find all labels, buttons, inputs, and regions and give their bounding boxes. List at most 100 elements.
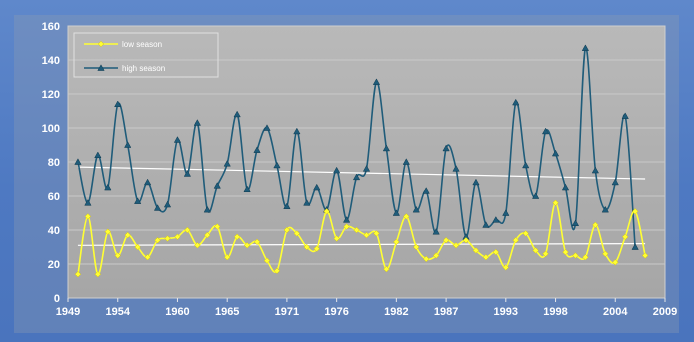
series-high-season bbox=[74, 44, 639, 250]
data-point-low-season bbox=[204, 231, 211, 239]
data-point-high-season bbox=[213, 182, 221, 189]
data-point-low-season bbox=[622, 233, 629, 240]
data-point-high-season bbox=[382, 144, 391, 152]
data-point-high-season bbox=[432, 227, 440, 235]
x-tick-label: 1976 bbox=[324, 306, 348, 318]
legend-label-low-season: low season bbox=[122, 40, 162, 49]
data-point-high-season bbox=[581, 44, 590, 51]
y-tick-label: 140 bbox=[42, 55, 60, 67]
data-point-high-season bbox=[442, 144, 450, 152]
x-tick-label: 1954 bbox=[106, 306, 131, 318]
data-point-low-season bbox=[552, 199, 559, 206]
data-point-low-season bbox=[572, 252, 579, 259]
data-point-high-season bbox=[163, 200, 172, 208]
legend-marker-high-season bbox=[97, 64, 105, 71]
data-point-low-season bbox=[114, 252, 121, 259]
data-point-low-season bbox=[194, 242, 201, 249]
data-point-high-season bbox=[303, 199, 311, 206]
data-point-low-season bbox=[323, 208, 330, 215]
x-axis-tick-labels: 1949 1954 1960 1965 1971 1976 1982 1987 1993 1998… bbox=[56, 298, 677, 318]
data-point-low-season bbox=[144, 254, 151, 261]
data-point-high-season bbox=[94, 151, 102, 159]
data-point-low-season bbox=[423, 255, 430, 263]
data-point-high-season bbox=[541, 127, 550, 135]
x-tick-label: 2009 bbox=[653, 306, 677, 318]
data-point-low-season bbox=[592, 221, 599, 229]
data-point-high-season bbox=[591, 166, 599, 174]
data-point-high-season bbox=[522, 161, 530, 169]
data-point-low-season bbox=[283, 226, 291, 234]
data-point-low-season bbox=[233, 233, 241, 240]
series-line-low-season bbox=[77, 201, 646, 276]
y-tick-label: 160 bbox=[42, 21, 60, 33]
data-point-low-season bbox=[462, 237, 470, 244]
data-point-low-season bbox=[373, 230, 380, 237]
data-point-high-season bbox=[551, 149, 560, 157]
y-tick-label: 0 bbox=[54, 293, 60, 305]
data-point-low-season bbox=[253, 238, 261, 246]
x-tick-label: 1965 bbox=[215, 306, 239, 318]
x-tick-label: 1971 bbox=[275, 306, 299, 318]
data-point-high-season bbox=[472, 178, 480, 186]
data-point-high-season bbox=[631, 243, 639, 250]
data-point-low-season bbox=[413, 243, 420, 251]
x-tick-label: 1949 bbox=[56, 306, 80, 318]
data-point-low-season bbox=[562, 248, 569, 256]
data-point-high-season bbox=[243, 185, 251, 193]
data-point-low-season bbox=[393, 238, 400, 246]
trendline-low-season bbox=[77, 243, 646, 246]
data-point-high-season bbox=[183, 170, 192, 177]
data-point-low-season bbox=[353, 226, 360, 234]
data-point-high-season bbox=[362, 165, 371, 172]
data-point-high-season bbox=[263, 124, 271, 131]
data-point-low-season bbox=[84, 213, 92, 220]
y-tick-label: 100 bbox=[42, 123, 60, 135]
data-point-high-season bbox=[74, 158, 82, 165]
data-point-high-season bbox=[173, 136, 182, 143]
data-point-high-season bbox=[313, 183, 321, 191]
y-tick-label: 80 bbox=[48, 157, 60, 169]
legend-marker bbox=[97, 40, 105, 48]
x-tick-label: 2004 bbox=[603, 306, 628, 318]
data-point-high-season bbox=[293, 127, 301, 135]
data-point-low-season bbox=[174, 233, 181, 240]
series-low-season bbox=[74, 199, 649, 278]
data-point-low-season bbox=[224, 254, 231, 261]
data-point-high-season bbox=[482, 221, 490, 228]
gridlines bbox=[68, 59, 665, 265]
data-point-high-season bbox=[571, 219, 580, 227]
data-point-low-season bbox=[432, 252, 440, 259]
data-point-low-season bbox=[452, 242, 460, 249]
x-tick-label: 1987 bbox=[434, 306, 458, 318]
data-point-low-season bbox=[512, 237, 519, 244]
data-point-low-season bbox=[522, 230, 529, 237]
legend-box bbox=[73, 32, 219, 78]
data-point-high-season bbox=[84, 199, 92, 206]
data-point-high-season bbox=[253, 146, 261, 153]
data-point-high-season bbox=[611, 178, 619, 186]
data-point-low-season bbox=[482, 254, 490, 261]
y-tick-label: 20 bbox=[48, 259, 60, 271]
data-point-low-season bbox=[124, 231, 131, 239]
data-point-low-season bbox=[104, 228, 111, 235]
data-point-high-season bbox=[601, 205, 609, 213]
data-point-high-season bbox=[392, 209, 400, 216]
x-tick-label: 1998 bbox=[543, 306, 567, 318]
data-point-low-season bbox=[154, 237, 161, 244]
y-tick-label: 40 bbox=[48, 225, 60, 237]
data-point-high-season bbox=[223, 159, 231, 167]
data-point-high-season bbox=[352, 173, 361, 181]
x-tick-label: 1960 bbox=[165, 306, 189, 318]
data-point-high-season bbox=[492, 216, 500, 223]
data-point-high-season bbox=[532, 192, 540, 199]
data-point-low-season bbox=[641, 252, 649, 259]
data-point-low-season bbox=[403, 213, 410, 220]
data-point-low-season bbox=[303, 243, 310, 251]
data-point-high-season bbox=[342, 216, 351, 223]
legend-label-high-season: high season bbox=[122, 64, 165, 73]
data-point-low-season bbox=[184, 226, 191, 234]
data-point-high-season bbox=[233, 110, 241, 118]
data-point-low-season bbox=[333, 235, 340, 242]
